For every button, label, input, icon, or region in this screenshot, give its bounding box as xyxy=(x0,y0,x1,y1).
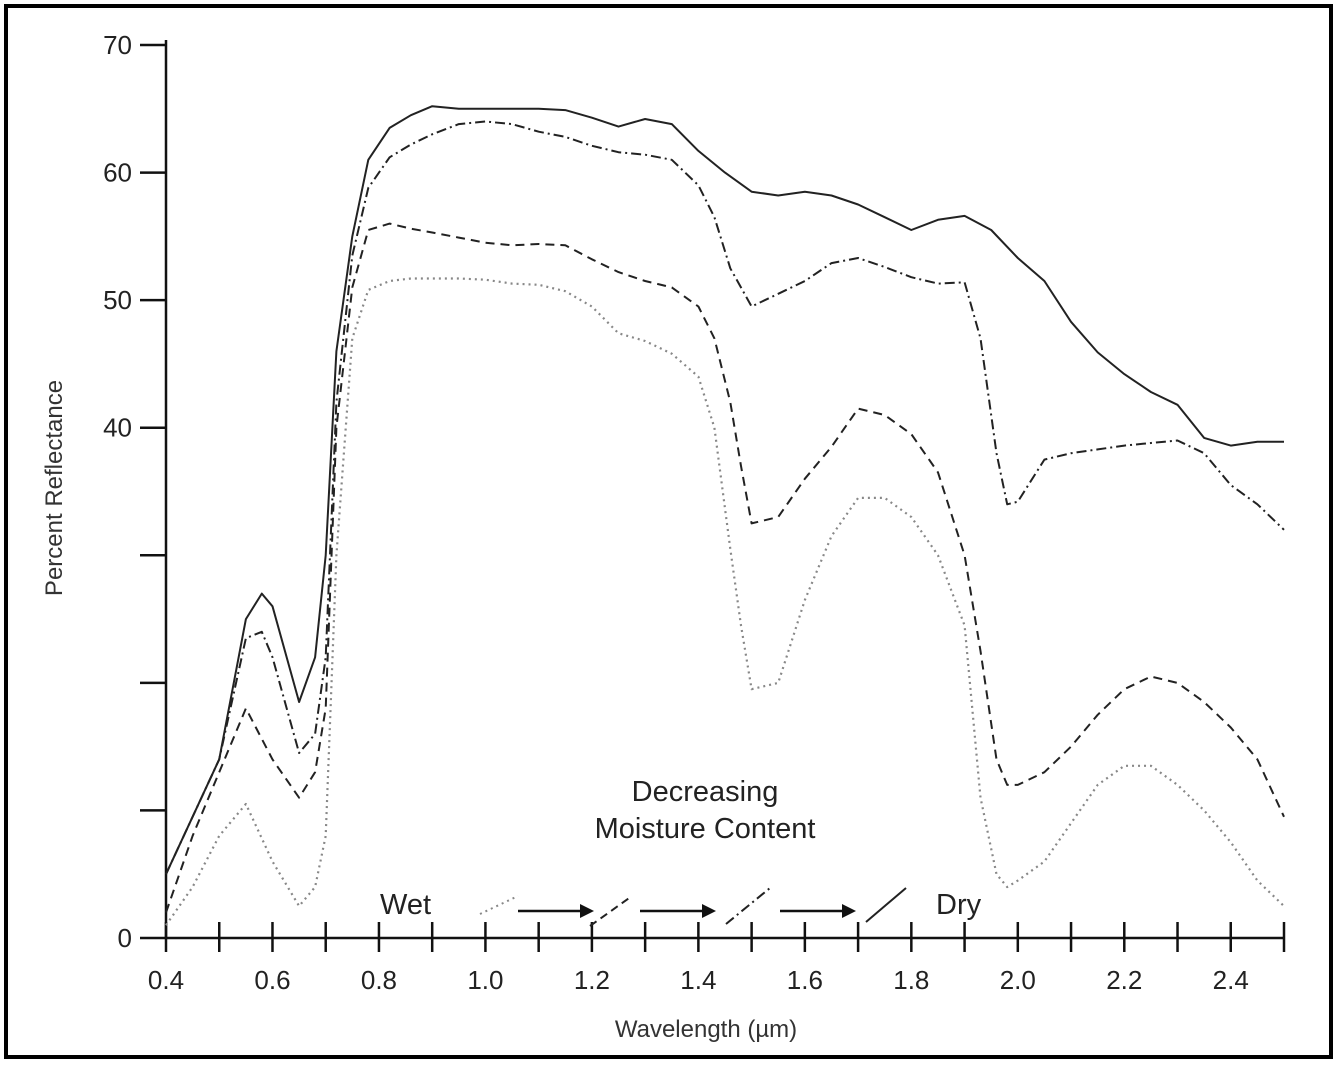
x-tick-label: 2.0 xyxy=(1000,965,1036,995)
x-tick-label: 0.4 xyxy=(148,965,184,995)
annotation-title-line1: Decreasing xyxy=(632,776,779,808)
figure-frame xyxy=(4,4,1333,1059)
series-layer xyxy=(165,105,1285,926)
series-line-dash-dot xyxy=(165,120,1285,875)
x-tick-label: 1.8 xyxy=(893,965,929,995)
series-line-dotted xyxy=(165,277,1285,926)
x-tick-label: 1.6 xyxy=(787,965,823,995)
x-axis-title: Wavelength (µm) xyxy=(615,1016,797,1043)
y-tick-label: 50 xyxy=(103,285,132,315)
annotation-title-line2: Moisture Content xyxy=(595,813,816,845)
x-tick-label: 1.2 xyxy=(574,965,610,995)
y-tick-label: 0 xyxy=(118,923,132,953)
dry-label: Dry xyxy=(936,889,982,921)
y-tick-label: 70 xyxy=(103,30,132,60)
x-tick-label: 0.8 xyxy=(361,965,397,995)
legend-arrowhead-3 xyxy=(842,904,856,918)
legend-swatch-dashdot xyxy=(725,887,771,925)
series-line-solid xyxy=(165,105,1284,875)
legend-swatch-dashed xyxy=(589,895,633,927)
y-ticks: 0 40 50 60 70 xyxy=(103,30,166,953)
legend-swatch-solid xyxy=(865,887,907,923)
x-tick-label: 2.2 xyxy=(1106,965,1142,995)
series-line-dashed xyxy=(165,222,1285,913)
x-ticks: 0.4 0.6 0.8 1.0 1.2 1.4 1.6 1.8 2.0 2.2 2.4 xyxy=(148,922,1286,995)
x-tick-label: 1.0 xyxy=(467,965,503,995)
x-tick-label: 1.4 xyxy=(680,965,716,995)
legend-swatch-dotted xyxy=(479,895,519,915)
x-tick-label: 0.6 xyxy=(254,965,290,995)
y-tick-label: 60 xyxy=(103,158,132,188)
wet-label: Wet xyxy=(380,889,431,921)
axes xyxy=(164,40,1284,940)
legend-arrowhead-1 xyxy=(580,904,594,918)
legend-arrowhead-2 xyxy=(702,904,716,918)
y-axis-title: Percent Reflectance xyxy=(41,380,68,596)
y-tick-label: 40 xyxy=(103,413,132,443)
x-tick-label: 2.4 xyxy=(1213,965,1249,995)
moisture-legend: Decreasing Moisture Content Wet Dry xyxy=(380,776,982,927)
